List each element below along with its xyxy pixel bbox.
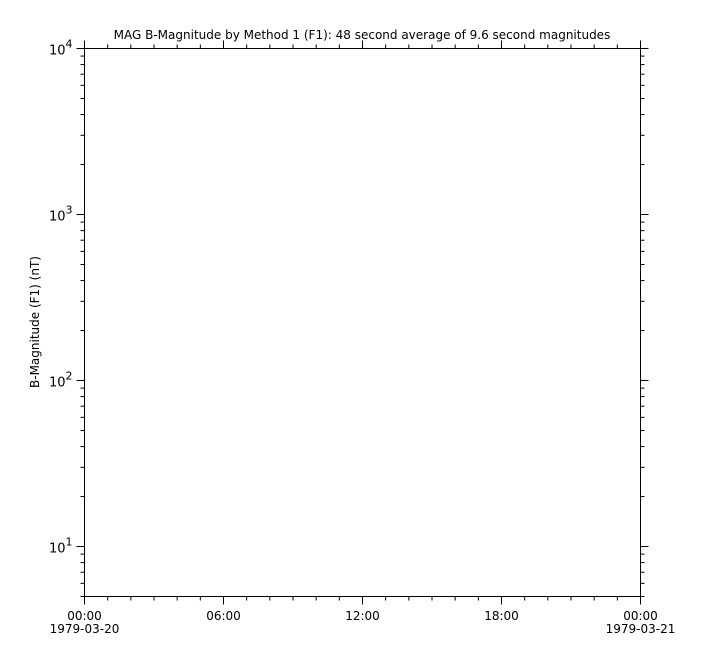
x-tick-date-label: 1979-03-21: [606, 622, 676, 636]
y-tick-label: 104: [49, 38, 73, 59]
y-tick-label: 102: [49, 370, 73, 391]
chart-title: MAG B-Magnitude by Method 1 (F1): 48 sec…: [114, 28, 611, 42]
x-tick-time-label: 06:00: [206, 609, 241, 623]
y-tick-label: 101: [49, 536, 73, 557]
x-tick-time-label: 18:00: [484, 609, 519, 623]
x-tick-time-label: 00:00: [623, 609, 658, 623]
x-tick-date-label: 1979-03-20: [50, 622, 120, 636]
x-tick-time-label: 00:00: [67, 609, 102, 623]
x-tick-time-label: 12:00: [345, 609, 380, 623]
plot-frame: [84, 48, 641, 597]
y-axis-label: B-Magnitude (F1) (nT): [28, 256, 42, 388]
y-axis: 101 102 103 104: [49, 38, 649, 597]
y-tick-label: 103: [49, 204, 73, 225]
